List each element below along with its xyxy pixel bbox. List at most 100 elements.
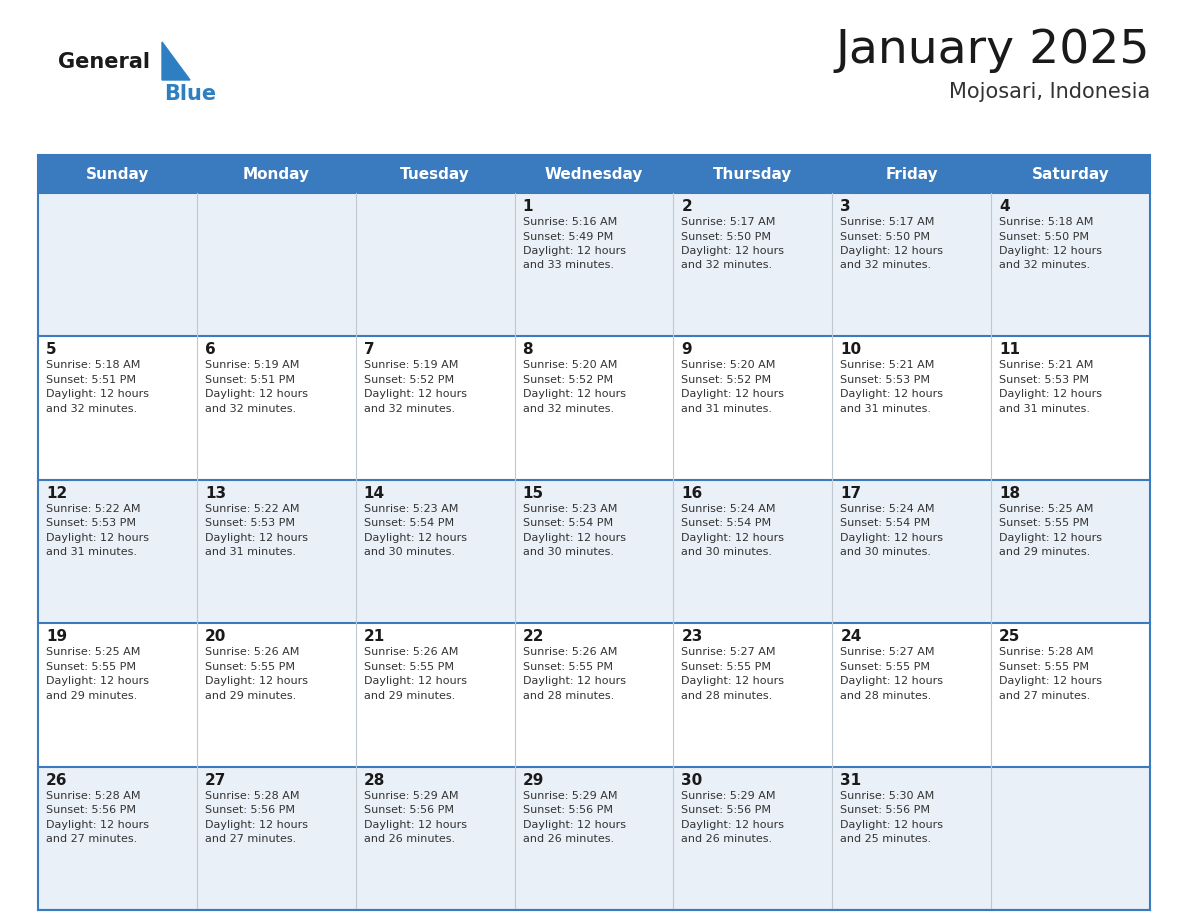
Text: Sunrise: 5:19 AM: Sunrise: 5:19 AM — [364, 361, 459, 370]
Text: Sunrise: 5:30 AM: Sunrise: 5:30 AM — [840, 790, 935, 800]
Bar — [991, 155, 1150, 193]
Text: Daylight: 12 hours: Daylight: 12 hours — [523, 677, 626, 686]
Text: 8: 8 — [523, 342, 533, 357]
Text: and 31 minutes.: and 31 minutes. — [204, 547, 296, 557]
Text: Daylight: 12 hours: Daylight: 12 hours — [840, 820, 943, 830]
Text: Sunrise: 5:22 AM: Sunrise: 5:22 AM — [204, 504, 299, 514]
Text: Sunrise: 5:19 AM: Sunrise: 5:19 AM — [204, 361, 299, 370]
Bar — [991, 193, 1150, 336]
Text: Daylight: 12 hours: Daylight: 12 hours — [364, 677, 467, 686]
Text: 16: 16 — [682, 486, 702, 501]
Text: and 31 minutes.: and 31 minutes. — [840, 404, 931, 414]
Bar — [355, 623, 514, 767]
Bar — [991, 623, 1150, 767]
Text: Daylight: 12 hours: Daylight: 12 hours — [46, 820, 148, 830]
Text: and 25 minutes.: and 25 minutes. — [840, 834, 931, 844]
Text: and 32 minutes.: and 32 minutes. — [204, 404, 296, 414]
Text: Sunrise: 5:23 AM: Sunrise: 5:23 AM — [364, 504, 459, 514]
Bar — [674, 623, 833, 767]
Text: and 28 minutes.: and 28 minutes. — [682, 690, 772, 700]
Text: Sunrise: 5:25 AM: Sunrise: 5:25 AM — [999, 504, 1093, 514]
Text: 4: 4 — [999, 199, 1010, 214]
Bar — [833, 155, 991, 193]
Text: Sunrise: 5:20 AM: Sunrise: 5:20 AM — [682, 361, 776, 370]
Text: 5: 5 — [46, 342, 57, 357]
Text: Daylight: 12 hours: Daylight: 12 hours — [523, 532, 626, 543]
Text: Daylight: 12 hours: Daylight: 12 hours — [999, 532, 1102, 543]
Bar — [514, 155, 674, 193]
Text: 13: 13 — [204, 486, 226, 501]
Text: and 32 minutes.: and 32 minutes. — [46, 404, 137, 414]
Bar — [674, 193, 833, 336]
Bar — [197, 480, 355, 623]
Text: Daylight: 12 hours: Daylight: 12 hours — [364, 532, 467, 543]
Text: 12: 12 — [46, 486, 68, 501]
Text: Blue: Blue — [164, 84, 216, 104]
Text: Sunrise: 5:20 AM: Sunrise: 5:20 AM — [523, 361, 617, 370]
Text: Sunset: 5:54 PM: Sunset: 5:54 PM — [523, 519, 613, 528]
Bar — [674, 155, 833, 193]
Text: and 29 minutes.: and 29 minutes. — [999, 547, 1091, 557]
Text: Sunrise: 5:29 AM: Sunrise: 5:29 AM — [682, 790, 776, 800]
Text: Daylight: 12 hours: Daylight: 12 hours — [204, 389, 308, 399]
Text: 11: 11 — [999, 342, 1020, 357]
Text: and 30 minutes.: and 30 minutes. — [364, 547, 455, 557]
Text: 9: 9 — [682, 342, 693, 357]
Text: Sunset: 5:55 PM: Sunset: 5:55 PM — [840, 662, 930, 672]
Text: Daylight: 12 hours: Daylight: 12 hours — [682, 677, 784, 686]
Text: and 31 minutes.: and 31 minutes. — [999, 404, 1091, 414]
Bar — [197, 767, 355, 910]
Text: and 29 minutes.: and 29 minutes. — [364, 690, 455, 700]
Text: Sunrise: 5:26 AM: Sunrise: 5:26 AM — [523, 647, 617, 657]
Text: and 32 minutes.: and 32 minutes. — [840, 261, 931, 271]
Text: Sunset: 5:53 PM: Sunset: 5:53 PM — [46, 519, 135, 528]
Text: Sunset: 5:53 PM: Sunset: 5:53 PM — [204, 519, 295, 528]
Text: Sunrise: 5:23 AM: Sunrise: 5:23 AM — [523, 504, 617, 514]
Text: 18: 18 — [999, 486, 1020, 501]
Text: Daylight: 12 hours: Daylight: 12 hours — [204, 677, 308, 686]
Text: Sunrise: 5:26 AM: Sunrise: 5:26 AM — [204, 647, 299, 657]
Text: Sunrise: 5:29 AM: Sunrise: 5:29 AM — [523, 790, 617, 800]
Bar — [833, 623, 991, 767]
Bar — [514, 193, 674, 336]
Text: Sunset: 5:54 PM: Sunset: 5:54 PM — [840, 519, 930, 528]
Text: 30: 30 — [682, 773, 702, 788]
Text: 10: 10 — [840, 342, 861, 357]
Text: 27: 27 — [204, 773, 226, 788]
Text: Mojosari, Indonesia: Mojosari, Indonesia — [949, 82, 1150, 102]
Bar — [38, 767, 197, 910]
Bar — [514, 336, 674, 480]
Bar — [674, 480, 833, 623]
Text: 19: 19 — [46, 629, 68, 644]
Text: Sunset: 5:56 PM: Sunset: 5:56 PM — [204, 805, 295, 815]
Bar — [674, 336, 833, 480]
Text: Sunset: 5:56 PM: Sunset: 5:56 PM — [840, 805, 930, 815]
Text: and 30 minutes.: and 30 minutes. — [523, 547, 613, 557]
Text: Daylight: 12 hours: Daylight: 12 hours — [204, 820, 308, 830]
Text: and 31 minutes.: and 31 minutes. — [682, 404, 772, 414]
Text: Sunrise: 5:18 AM: Sunrise: 5:18 AM — [999, 217, 1093, 227]
Text: Sunrise: 5:17 AM: Sunrise: 5:17 AM — [840, 217, 935, 227]
Text: Sunrise: 5:21 AM: Sunrise: 5:21 AM — [999, 361, 1093, 370]
Text: Daylight: 12 hours: Daylight: 12 hours — [682, 820, 784, 830]
Text: and 28 minutes.: and 28 minutes. — [523, 690, 614, 700]
Text: Sunrise: 5:18 AM: Sunrise: 5:18 AM — [46, 361, 140, 370]
Text: Monday: Monday — [242, 166, 310, 182]
Text: 6: 6 — [204, 342, 215, 357]
Text: Thursday: Thursday — [713, 166, 792, 182]
Text: Daylight: 12 hours: Daylight: 12 hours — [46, 389, 148, 399]
Text: and 32 minutes.: and 32 minutes. — [999, 261, 1091, 271]
Text: Sunset: 5:52 PM: Sunset: 5:52 PM — [364, 375, 454, 385]
Text: Daylight: 12 hours: Daylight: 12 hours — [840, 389, 943, 399]
Text: and 29 minutes.: and 29 minutes. — [204, 690, 296, 700]
Text: and 32 minutes.: and 32 minutes. — [682, 261, 772, 271]
Bar — [833, 480, 991, 623]
Text: 31: 31 — [840, 773, 861, 788]
Bar — [674, 767, 833, 910]
Text: Sunset: 5:55 PM: Sunset: 5:55 PM — [204, 662, 295, 672]
Text: 3: 3 — [840, 199, 851, 214]
Text: Sunset: 5:55 PM: Sunset: 5:55 PM — [999, 519, 1089, 528]
Bar — [833, 336, 991, 480]
Text: Sunrise: 5:26 AM: Sunrise: 5:26 AM — [364, 647, 459, 657]
Text: 1: 1 — [523, 199, 533, 214]
